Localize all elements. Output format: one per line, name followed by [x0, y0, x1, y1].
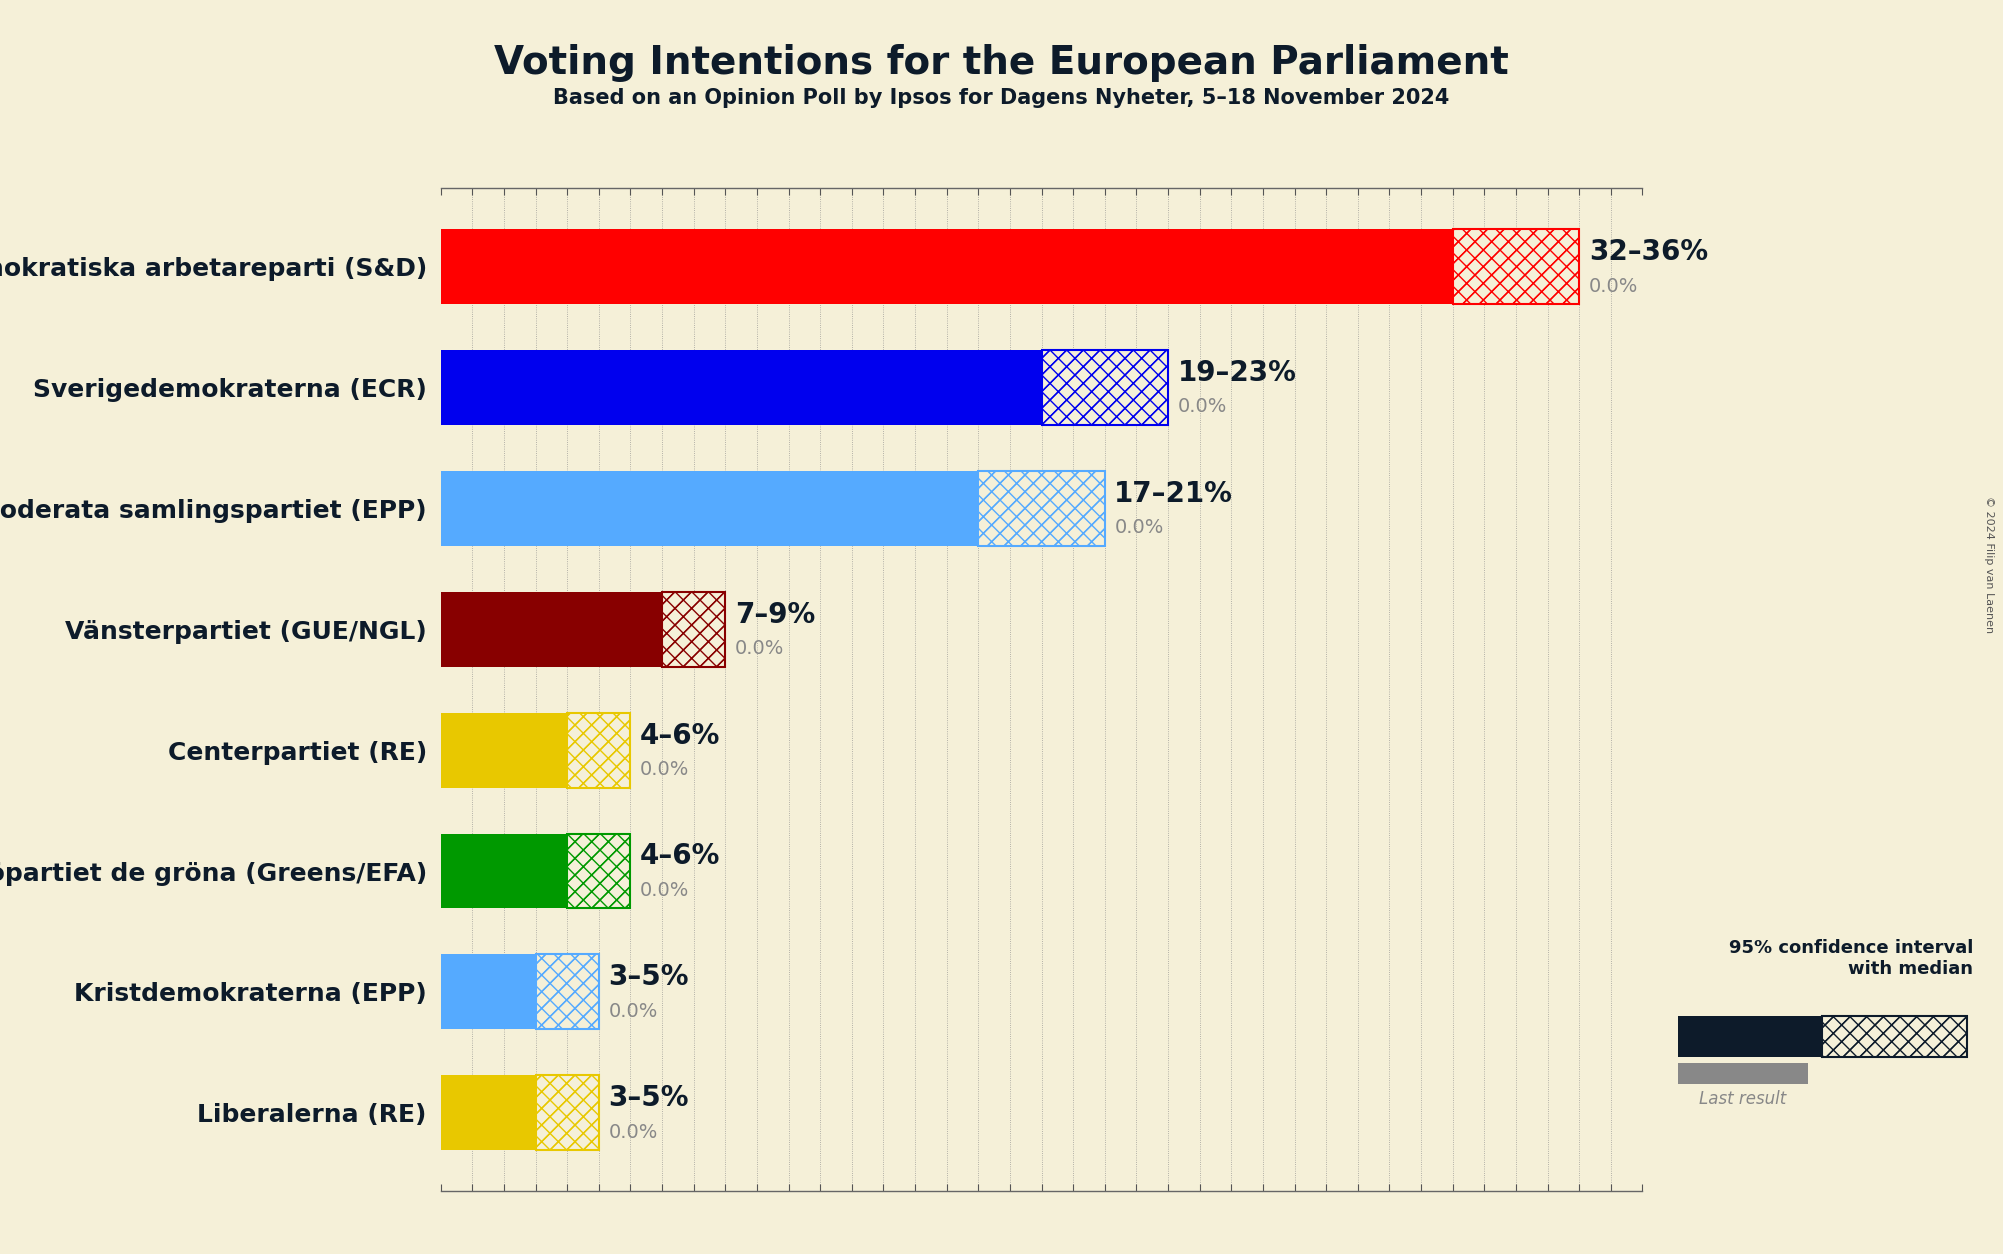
- Bar: [1042, 350, 1168, 425]
- Text: 0.0%: 0.0%: [609, 1122, 657, 1141]
- Text: 3–5%: 3–5%: [609, 1085, 689, 1112]
- Bar: [535, 954, 599, 1030]
- Bar: [567, 834, 631, 908]
- Text: 4–6%: 4–6%: [639, 721, 721, 750]
- Bar: [535, 954, 599, 1030]
- Bar: [567, 712, 631, 788]
- Text: © 2024 Filip van Laenen: © 2024 Filip van Laenen: [1985, 495, 1993, 633]
- Bar: [1042, 350, 1168, 425]
- Text: 19–23%: 19–23%: [1178, 359, 1296, 387]
- Bar: [535, 954, 599, 1030]
- Text: 3–5%: 3–5%: [609, 963, 689, 992]
- Bar: [663, 592, 725, 667]
- Bar: [535, 1075, 599, 1150]
- Bar: [1452, 229, 1578, 305]
- Text: 7–9%: 7–9%: [735, 601, 815, 628]
- Bar: [977, 472, 1106, 545]
- Bar: [441, 712, 567, 788]
- Bar: [567, 834, 631, 908]
- Text: 17–21%: 17–21%: [1114, 480, 1234, 508]
- Text: Last result: Last result: [1699, 1091, 1787, 1109]
- Bar: [567, 834, 631, 908]
- Bar: [1679, 1063, 1809, 1083]
- Bar: [1452, 229, 1578, 305]
- Text: 0.0%: 0.0%: [1114, 518, 1164, 537]
- Bar: [441, 229, 1452, 305]
- Bar: [535, 1075, 599, 1150]
- Text: 95% confidence interval
with median: 95% confidence interval with median: [1729, 939, 1973, 978]
- Text: 4–6%: 4–6%: [639, 843, 721, 870]
- Bar: [567, 712, 631, 788]
- Bar: [1823, 1016, 1967, 1057]
- Text: 0.0%: 0.0%: [639, 880, 689, 900]
- Bar: [441, 1075, 535, 1150]
- Bar: [663, 592, 725, 667]
- Bar: [977, 472, 1106, 545]
- Bar: [977, 472, 1106, 545]
- Text: 0.0%: 0.0%: [639, 760, 689, 779]
- Text: 0.0%: 0.0%: [1588, 276, 1638, 296]
- Text: 0.0%: 0.0%: [609, 1002, 657, 1021]
- Text: 0.0%: 0.0%: [1178, 398, 1228, 416]
- Bar: [441, 954, 535, 1030]
- Bar: [1679, 1016, 1823, 1057]
- Bar: [441, 834, 567, 908]
- Text: Voting Intentions for the European Parliament: Voting Intentions for the European Parli…: [495, 44, 1508, 82]
- Bar: [663, 592, 725, 667]
- Bar: [1823, 1016, 1967, 1057]
- Bar: [441, 592, 663, 667]
- Text: 32–36%: 32–36%: [1588, 238, 1709, 266]
- Bar: [535, 1075, 599, 1150]
- Bar: [1452, 229, 1578, 305]
- Bar: [441, 350, 1042, 425]
- Bar: [1042, 350, 1168, 425]
- Text: 0.0%: 0.0%: [735, 640, 783, 658]
- Bar: [1823, 1016, 1967, 1057]
- Text: Based on an Opinion Poll by Ipsos for Dagens Nyheter, 5–18 November 2024: Based on an Opinion Poll by Ipsos for Da…: [553, 88, 1450, 108]
- Bar: [567, 712, 631, 788]
- Bar: [441, 472, 977, 545]
